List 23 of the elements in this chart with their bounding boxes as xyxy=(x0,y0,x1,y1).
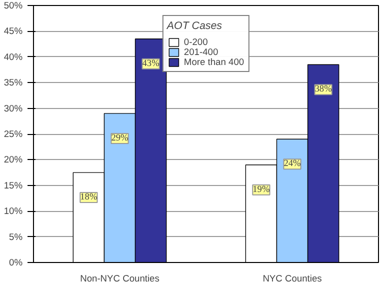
x-tick-label: NYC Counties xyxy=(262,274,322,284)
y-tick-label: 25% xyxy=(4,129,22,139)
y-tick-label: 35% xyxy=(4,78,22,88)
y-tick-label: 10% xyxy=(4,206,22,216)
y-tick-label: 15% xyxy=(4,180,22,190)
legend-label: 0-200 xyxy=(184,37,208,47)
y-tick-label: 0% xyxy=(9,258,22,268)
y-tick-label: 5% xyxy=(9,232,22,242)
data-label: 18% xyxy=(80,192,98,203)
x-tick-label: Non-NYC Counties xyxy=(80,274,160,284)
y-tick-label: 50% xyxy=(4,0,22,10)
y-tick-label: 20% xyxy=(4,154,22,165)
y-tick-label: 40% xyxy=(4,52,22,62)
legend-title: AOT Cases xyxy=(166,20,223,32)
data-label: 43% xyxy=(142,58,160,69)
data-label: 38% xyxy=(314,84,332,95)
y-tick-label: 45% xyxy=(4,26,22,36)
legend-label: More than 400 xyxy=(184,57,244,67)
y-tick-label: 30% xyxy=(4,103,22,114)
legend-label: 201-400 xyxy=(184,47,218,57)
data-label: 29% xyxy=(111,133,129,144)
data-label: 24% xyxy=(284,159,302,170)
data-label: 19% xyxy=(252,184,270,195)
